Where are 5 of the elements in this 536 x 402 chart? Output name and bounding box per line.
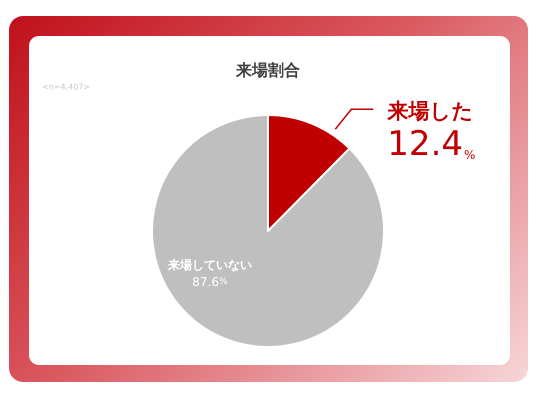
- slice-label: 来場した: [386, 99, 474, 124]
- data-label: 87.6%: [192, 274, 228, 289]
- chart-title: 来場割合: [235, 60, 300, 80]
- slice-label: 来場していない: [166, 258, 252, 272]
- data-label: 12.4%: [387, 124, 476, 164]
